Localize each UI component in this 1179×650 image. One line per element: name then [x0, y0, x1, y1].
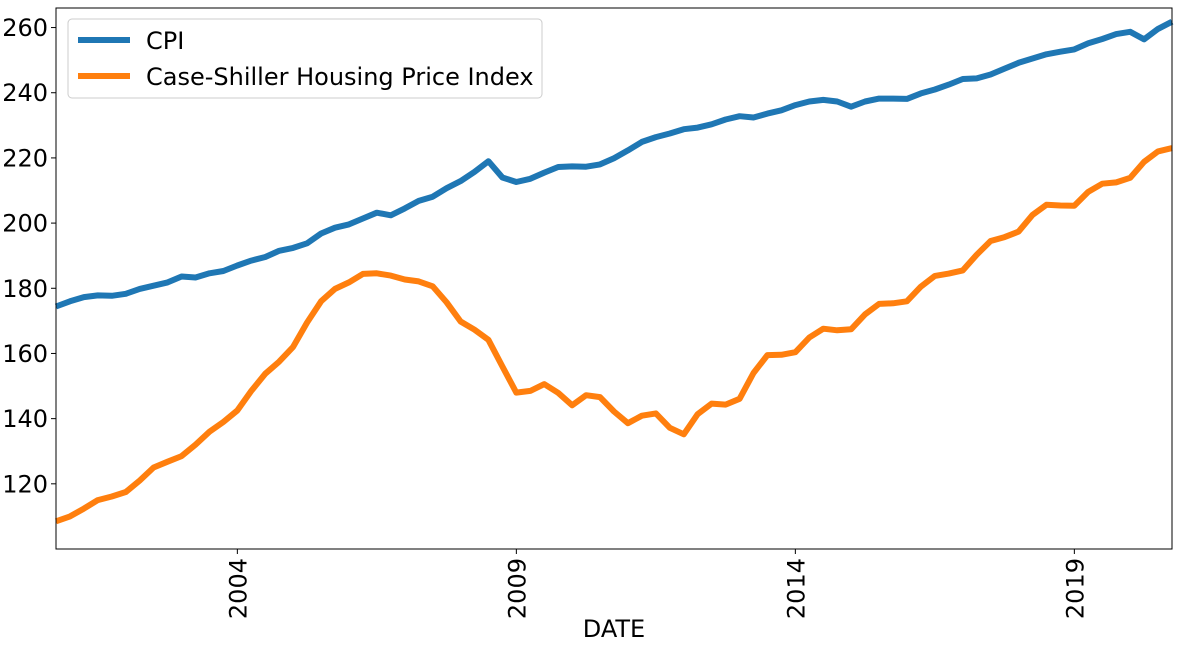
plot-frame [55, 7, 1173, 550]
y-axis: 120 140 160 180 200 220 240 260 [2, 14, 56, 498]
x-axis: 2004 2009 2014 2019 [224, 549, 1089, 619]
x-tick-label: 2019 [1061, 558, 1089, 619]
x-tick-label: 2004 [224, 558, 252, 619]
series-line-case-shiller [55, 145, 1173, 525]
y-tick-label: 140 [2, 405, 48, 433]
y-tick-label: 160 [2, 340, 48, 368]
y-tick-label: 180 [2, 275, 48, 303]
x-tick-label: 2014 [782, 558, 810, 619]
x-axis-title: DATE [583, 615, 645, 643]
legend-label-case-shiller: Case-Shiller Housing Price Index [146, 63, 534, 91]
legend-label-cpi: CPI [146, 27, 184, 55]
y-tick-label: 260 [2, 14, 48, 42]
y-tick-label: 240 [2, 79, 48, 107]
series-layer [54, 19, 1174, 525]
y-tick-label: 120 [2, 470, 48, 498]
legend-box [67, 18, 543, 99]
legend: CPI Case-Shiller Housing Price Index [67, 18, 543, 99]
y-tick-label: 200 [2, 210, 48, 238]
y-tick-label: 220 [2, 144, 48, 172]
x-tick-label: 2009 [503, 558, 531, 619]
series-line-cpi [54, 19, 1174, 310]
